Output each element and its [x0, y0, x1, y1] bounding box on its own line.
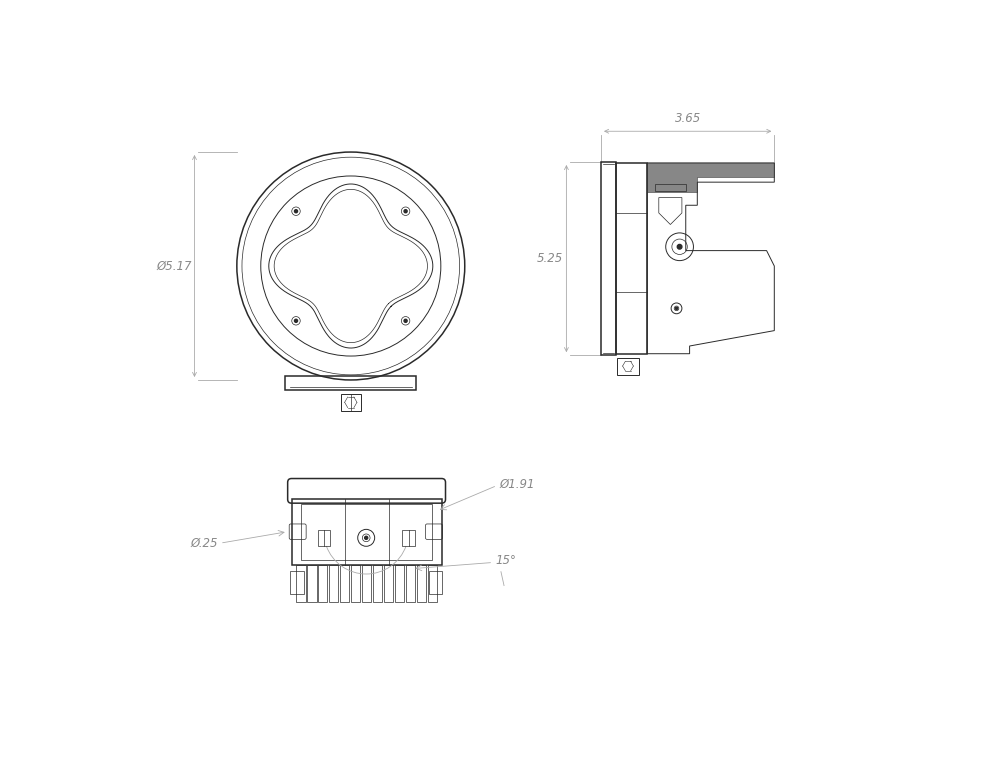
- Bar: [616, 163, 647, 354]
- Circle shape: [294, 319, 298, 322]
- Bar: [340, 565, 349, 601]
- Bar: [301, 504, 432, 560]
- Text: 5.25: 5.25: [537, 252, 563, 265]
- Bar: [655, 185, 686, 191]
- Bar: [290, 571, 304, 594]
- Bar: [429, 571, 442, 594]
- Polygon shape: [647, 163, 774, 192]
- Bar: [428, 565, 437, 601]
- Bar: [601, 162, 616, 355]
- Text: Ø1.91: Ø1.91: [499, 478, 535, 490]
- Bar: [384, 565, 393, 601]
- Bar: [318, 530, 330, 546]
- Text: 15°: 15°: [496, 554, 516, 567]
- Bar: [351, 565, 360, 601]
- Bar: [406, 565, 415, 601]
- Bar: [318, 565, 327, 601]
- Bar: [373, 565, 382, 601]
- Bar: [402, 530, 415, 546]
- Text: Ø.25: Ø.25: [190, 536, 218, 550]
- Bar: [362, 565, 371, 601]
- Circle shape: [675, 307, 678, 309]
- Circle shape: [404, 319, 407, 322]
- Text: Ø5.17: Ø5.17: [156, 260, 191, 273]
- Bar: [417, 565, 426, 601]
- Text: 3.65: 3.65: [675, 112, 701, 125]
- Bar: [285, 376, 416, 390]
- Bar: [296, 565, 306, 601]
- Bar: [617, 358, 639, 374]
- Bar: [395, 565, 404, 601]
- Bar: [292, 499, 442, 565]
- Bar: [341, 393, 361, 410]
- Bar: [329, 565, 338, 601]
- Bar: [307, 565, 317, 601]
- Circle shape: [404, 209, 407, 213]
- Circle shape: [365, 536, 368, 540]
- Circle shape: [294, 209, 298, 213]
- Circle shape: [677, 244, 682, 249]
